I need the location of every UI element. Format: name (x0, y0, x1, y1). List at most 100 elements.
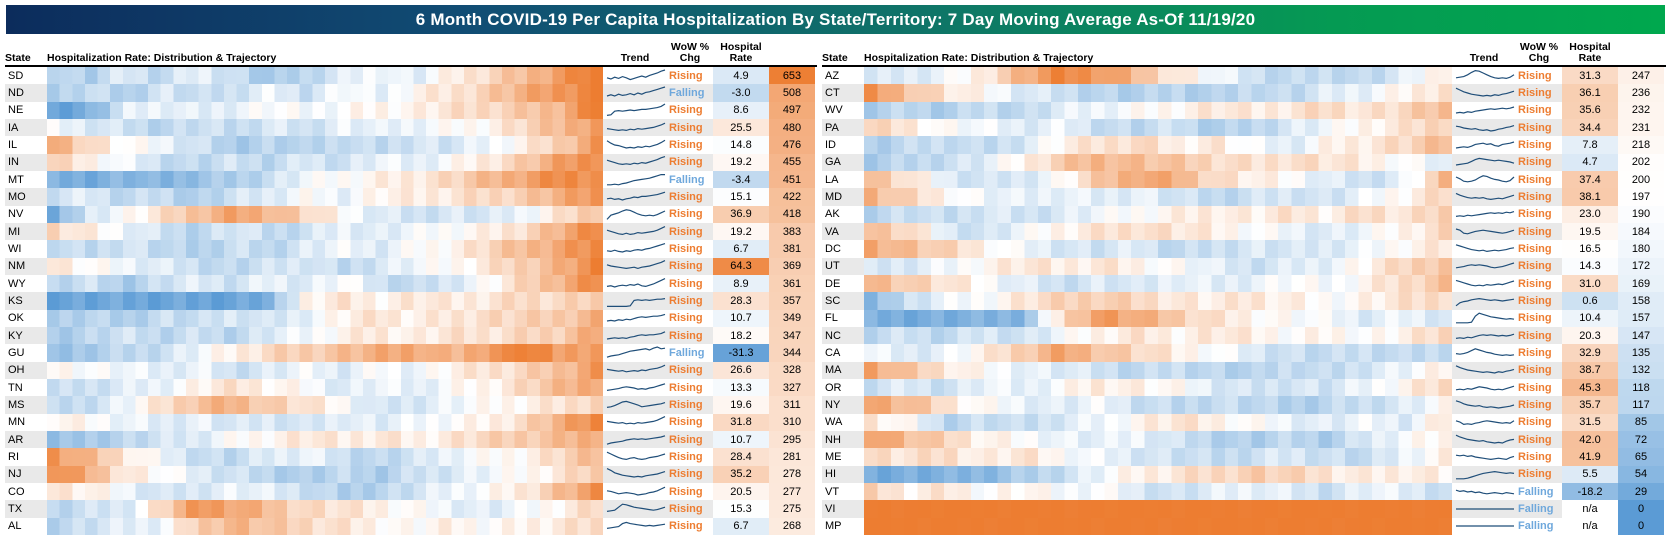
state-label: VI (822, 500, 864, 518)
trend-sparkline (1456, 525, 1514, 527)
state-label: CO (8, 485, 25, 498)
wow-change-value: 32.9 (1562, 344, 1618, 362)
table-row: TN Rising 13.3 327 (5, 378, 817, 397)
trend-sparkline (1455, 228, 1515, 235)
heatmap-strip (47, 396, 603, 414)
trend-sparkline-cell (1452, 206, 1516, 223)
trend-sparkline (1455, 279, 1515, 287)
column-header-trend: Trend (620, 52, 650, 64)
state-label: AL (8, 520, 22, 533)
heatmap-strip (864, 517, 1452, 535)
trend-sparkline-cell (1452, 414, 1516, 431)
state-label: DC (825, 242, 841, 255)
trend-label: Rising (667, 153, 713, 171)
table-row: KY Rising 18.2 347 (5, 326, 817, 345)
trend-sparkline-cell (1452, 222, 1516, 241)
state-label: MN (8, 416, 26, 429)
hospital-rate-value: 200 (1618, 170, 1664, 189)
trend-sparkline-cell (1452, 396, 1516, 414)
trend-label: Rising (1518, 208, 1552, 221)
heatmap-strip (864, 326, 1452, 345)
hospital-rate-value: 508 (769, 84, 815, 102)
table-row: SD Rising 4.9 653 (5, 67, 817, 85)
state-label: MI (5, 222, 47, 241)
trend-sparkline-cell (1452, 310, 1516, 327)
wow-change-value: -3.4 (713, 170, 769, 189)
trend-sparkline-cell (603, 153, 667, 171)
trend-sparkline-cell (603, 102, 667, 119)
trend-label: Rising (1518, 346, 1552, 359)
trend-sparkline (1455, 420, 1515, 426)
state-label: NY (822, 396, 864, 414)
trend-label: Rising (1518, 138, 1552, 151)
state-table-left: State Hospitalization Rate: Distribution… (5, 36, 817, 535)
heatmap-strip (864, 344, 1452, 362)
wow-change-value: 20.3 (1562, 326, 1618, 345)
trend-label: Falling (1516, 500, 1562, 518)
trend-sparkline (1455, 385, 1515, 390)
trend-label: Rising (669, 450, 703, 463)
trend-sparkline-cell (1452, 518, 1516, 535)
wow-change-value: 31.5 (1562, 413, 1618, 431)
heatmap-strip (864, 448, 1452, 466)
table-row: IN Rising 19.2 455 (5, 153, 817, 171)
heatmap-strip (864, 170, 1452, 189)
wow-change-value: 19.2 (713, 222, 769, 241)
heatmap-strip (47, 378, 603, 397)
state-label: LA (825, 173, 839, 186)
hospital-rate-value: 295 (769, 430, 815, 449)
table-row: MS Rising 19.6 311 (5, 396, 817, 414)
trend-sparkline (1455, 262, 1515, 269)
table-row: NY Rising 35.7 117 (822, 396, 1666, 414)
trend-sparkline-cell (603, 222, 667, 241)
table-row: DE Rising 31.0 169 (822, 274, 1666, 293)
wow-change-value: 6.7 (713, 240, 769, 258)
wow-change-value: -3.0 (713, 84, 769, 102)
hospital-rate-value: 361 (769, 274, 815, 293)
trend-sparkline-cell (603, 396, 667, 414)
hospital-rate-value: 281 (769, 448, 815, 466)
hospital-rate-value: 218 (1618, 136, 1664, 154)
table-row: CA Rising 32.9 135 (822, 344, 1666, 362)
wow-change-value: n/a (1562, 500, 1618, 518)
table-row: ND Falling -3.0 508 (5, 84, 817, 102)
state-label: OH (5, 361, 47, 379)
wow-change-value: 28.4 (713, 448, 769, 466)
hospital-rate-value: 118 (1618, 378, 1664, 397)
wow-change-value: 19.5 (1562, 222, 1618, 241)
state-label: VT (825, 485, 840, 498)
wow-change-value: 37.4 (1562, 170, 1618, 189)
trend-sparkline (606, 416, 666, 425)
hospital-rate-value: 135 (1618, 344, 1664, 362)
table-row: VA Rising 19.5 184 (822, 222, 1666, 241)
trend-label: Rising (1518, 416, 1552, 429)
heatmap-strip (47, 344, 603, 362)
trend-sparkline (1455, 87, 1515, 97)
trend-sparkline (1455, 174, 1515, 183)
trend-sparkline (606, 122, 666, 131)
wow-change-value: 8.6 (713, 101, 769, 119)
wow-change-value: 41.9 (1562, 448, 1618, 466)
trend-label: Rising (1516, 257, 1562, 275)
state-label: IN (5, 153, 47, 171)
table-row: ID Rising 7.8 218 (822, 136, 1666, 154)
wow-change-value: 0.6 (1562, 292, 1618, 310)
trend-sparkline-cell (603, 171, 667, 188)
trend-label: Rising (1516, 465, 1562, 483)
trend-sparkline (607, 173, 665, 186)
trend-label: Rising (1518, 312, 1552, 325)
hospital-rate-value: 236 (1618, 84, 1664, 102)
trend-label: Falling (1518, 485, 1554, 498)
column-header-rate: Hospital Rate (1569, 41, 1611, 64)
trend-sparkline-cell (603, 414, 667, 431)
wow-change-value: 28.3 (713, 292, 769, 310)
trend-sparkline (606, 69, 666, 80)
trend-sparkline-cell (1452, 102, 1516, 119)
trend-label: Rising (669, 381, 703, 394)
trend-sparkline (606, 468, 666, 478)
hospital-rate-value: 349 (769, 309, 815, 327)
trend-sparkline (606, 139, 666, 149)
hospital-rate-value: 247 (1618, 67, 1664, 85)
table-row: UT Rising 14.3 172 (822, 257, 1666, 275)
state-label: WA (825, 416, 843, 429)
